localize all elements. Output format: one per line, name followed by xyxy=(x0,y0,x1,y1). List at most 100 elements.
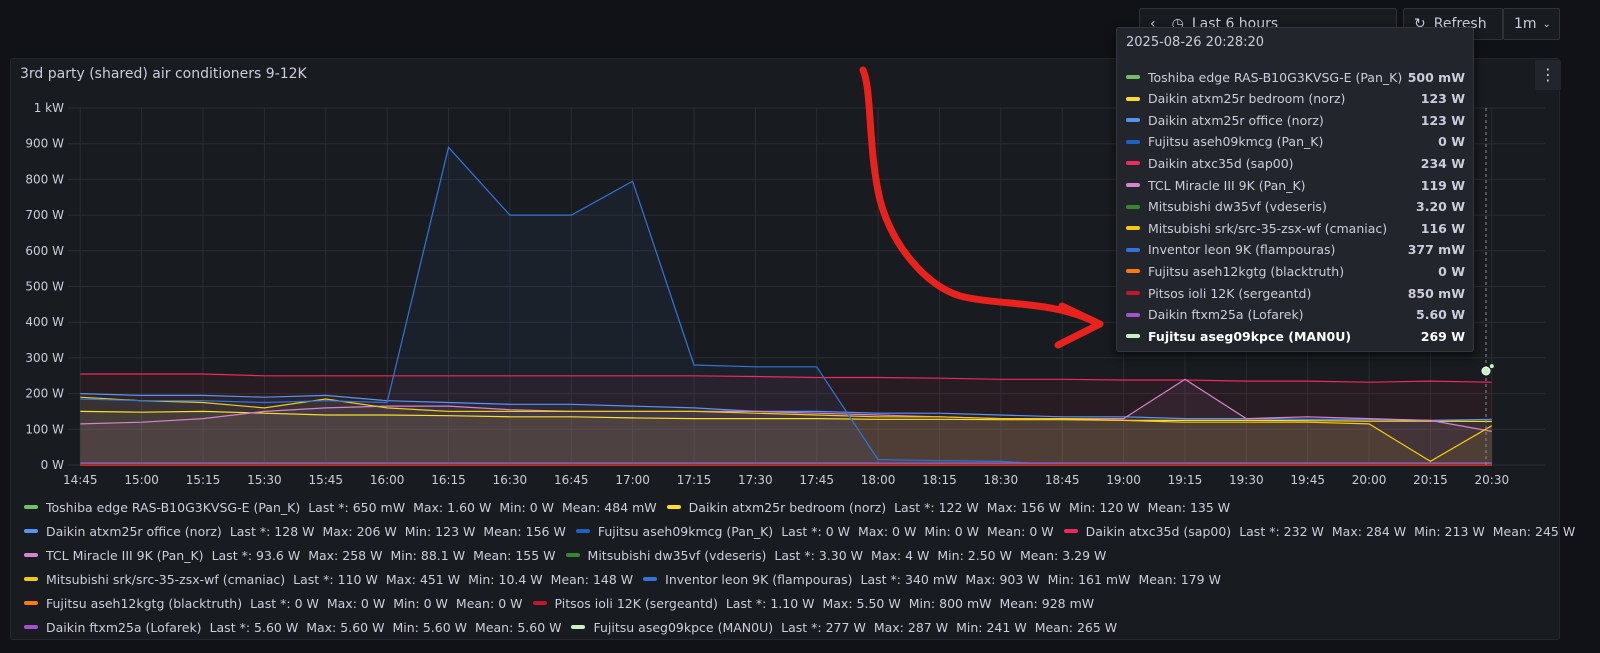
legend-stat-value: 484 mW xyxy=(604,499,657,515)
legend-row: Daikin atxm25r office (norz) Last *: 128 W… xyxy=(24,519,1585,543)
legend-stat-value: 93.6 W xyxy=(256,547,301,563)
legend-stat-value: 340 mW xyxy=(905,571,958,587)
y-tick-label: 100 W xyxy=(25,422,64,436)
chevron: ⌄ xyxy=(1542,18,1551,30)
series-area xyxy=(80,411,1492,465)
legend-stat-label: Mean: xyxy=(475,619,514,635)
legend-stat-value: 232 W xyxy=(1283,523,1324,539)
legend-item[interactable]: Inventor leon 9K (flampouras) Last *: 340 … xyxy=(643,572,1221,587)
legend-name: Pitsos ioli 12K (sergeantd) xyxy=(554,595,718,611)
legend-item[interactable]: Pitsos ioli 12K (sergeantd) Last *: 1.10 W… xyxy=(532,595,1095,611)
legend-name: Daikin ftxm25a (Lofarek) xyxy=(46,619,202,635)
legend-swatch xyxy=(24,505,38,509)
legend-stat-label: Min: xyxy=(956,619,983,635)
legend-item[interactable]: Fujitsu aseg09kpce (MAN0U) Last *: 277 W Ma… xyxy=(571,620,1117,635)
legend-item[interactable]: Daikin atxm25r bedroom (norz) Last *: 122 … xyxy=(666,499,1231,515)
x-tick-label: 20:00 xyxy=(1352,473,1387,487)
legend-row: Fujitsu aseh12kgtg (blacktruth) Last *: 0 … xyxy=(24,591,1585,615)
legend-stat-value: 135 W xyxy=(1189,499,1231,515)
tooltip-row: Pitsos ioli 12K (sergeantd) 850 mW xyxy=(1126,283,1465,303)
legend-stat-label: Min: xyxy=(908,595,936,611)
legend-stat-label: Last *: xyxy=(894,499,935,515)
legend-item[interactable]: Toshiba edge RAS-B10G3KVSG-E (Pan_K) Last… xyxy=(24,500,657,515)
tooltip-row: Fujitsu aseh09kmcg (Pan_K) 0 W xyxy=(1126,132,1465,152)
tooltip-value: 269 W xyxy=(1420,328,1465,344)
legend-stat-label: Max: xyxy=(322,523,353,539)
legend-stat-value: 800 mW xyxy=(939,595,992,611)
lines xyxy=(80,146,1494,466)
legend-stat-value: 88.1 W xyxy=(420,547,466,563)
tooltip-name: Daikin atxm25r bedroom (norz) xyxy=(1148,91,1346,107)
tooltip-name: TCL Miracle III 9K (Pan_K) xyxy=(1148,177,1306,193)
legend-stat-value: 179 W xyxy=(1180,571,1221,587)
legend-stat-label: Mean: xyxy=(550,571,589,587)
legend-stat-label: Min: xyxy=(390,547,417,563)
panel-title: 3rd party (shared) air conditioners 9-12… xyxy=(20,66,307,82)
tooltip-name: Inventor leon 9K (flampouras) xyxy=(1148,242,1336,258)
legend-stat-value: 1.10 W xyxy=(770,595,815,611)
x-tick-label: 14:45 xyxy=(63,473,98,487)
series-area xyxy=(80,147,1492,466)
legend-stat-value: 928 mW xyxy=(1041,595,1095,611)
legend-stat-value: 4 W xyxy=(905,547,930,563)
legend-stat-label: Min: xyxy=(937,547,964,563)
x-tick-label: 18:15 xyxy=(922,473,957,487)
tooltip-name: Mitsubishi srk/src-35-zsx-wf (cmaniac) xyxy=(1148,220,1388,236)
tooltip-value: 116 W xyxy=(1420,220,1465,236)
legend-item[interactable]: Mitsubishi srk/src-35-zsx-wf (cmaniac) La… xyxy=(24,572,633,587)
legend-item[interactable]: Daikin ftxm25a (Lofarek) Last *: 5.60 W Max… xyxy=(24,620,561,635)
series-area xyxy=(80,393,1492,465)
legend-stat-value: 148 W xyxy=(592,571,634,587)
legend-stat-value: 5.60 W xyxy=(422,619,468,635)
hover-point xyxy=(1481,366,1491,376)
legend-swatch xyxy=(24,625,38,629)
tooltip-row: Daikin atxc35d (sap00) 234 W xyxy=(1126,153,1465,173)
legend-stat-label: Min: xyxy=(393,595,420,611)
legend-stat-label: Last *: xyxy=(860,571,902,587)
legend-stat-value: 258 W xyxy=(342,547,383,563)
legend-stat-value: 0 W xyxy=(423,595,448,611)
tooltip-row: Fujitsu aseg09kpce (MAN0U) 269 W xyxy=(1126,326,1465,346)
y-tick-label: 700 W xyxy=(25,208,64,222)
legend-item[interactable]: Fujitsu aseh12kgtg (blacktruth) Last *: 0 … xyxy=(24,596,523,611)
legend-stat-label: Max: xyxy=(986,499,1017,515)
legend-item[interactable]: Daikin atxc35d (sap00) Last *: 232 W Max: 28… xyxy=(1063,523,1575,539)
legend-stat-label: Min: xyxy=(499,499,526,515)
tooltip-swatch xyxy=(1126,204,1140,209)
legend-name: Daikin atxm25r bedroom (norz) xyxy=(688,499,887,515)
legend-stat-value: 3.29 W xyxy=(1062,547,1107,563)
tooltip-row: Daikin atxm25r bedroom (norz) 123 W xyxy=(1126,89,1465,109)
interval-label: 1m xyxy=(1514,16,1537,32)
x-tick-label: 15:00 xyxy=(124,473,159,487)
legend-swatch xyxy=(666,505,681,509)
x-tick-label: 16:45 xyxy=(554,473,589,487)
legend-stat-label: Mean: xyxy=(1034,619,1073,635)
y-tick-label: 200 W xyxy=(25,387,64,401)
tooltip-name: Daikin atxm25r office (norz) xyxy=(1148,112,1324,128)
chart: 0 W 100 W 200 W 300 W 400 W 500 W 600 W 700 W 80… xyxy=(25,101,1545,487)
legend-stat-label: Max: xyxy=(871,547,902,563)
legend-stat-value: 0 W xyxy=(529,499,555,515)
tooltip-row: Daikin atxm25r office (norz) 123 W xyxy=(1126,110,1465,130)
tooltip-swatch xyxy=(1126,139,1140,144)
legend-item[interactable]: Fujitsu aseh09kmcg (Pan_K) Last *: 0 W Max:… xyxy=(575,523,1054,539)
legend-stat-value: 156 W xyxy=(525,523,566,539)
tooltip-name: Daikin atxc35d (sap00) xyxy=(1148,155,1294,171)
panel-menu[interactable]: ⋮ xyxy=(1535,60,1561,90)
x-tick-label: 20:30 xyxy=(1475,473,1510,487)
x-tick-label: 17:00 xyxy=(615,473,650,487)
refresh-interval[interactable]: 1m ⌄ xyxy=(1503,8,1560,40)
grid: 0 W 100 W 200 W 300 W 400 W 500 W 600 W 700 W 80… xyxy=(25,101,1545,487)
legend-swatch xyxy=(24,601,38,605)
series-area xyxy=(80,379,1492,465)
legend-swatch xyxy=(571,625,586,629)
legend-name: Fujitsu aseh09kmcg (Pan_K) xyxy=(597,523,774,539)
legend-item[interactable]: TCL Miracle III 9K (Pan_K) Last *: 93.6 W M… xyxy=(24,548,556,563)
tooltip-name: Pitsos ioli 12K (sergeantd) xyxy=(1148,285,1312,301)
legend-stat-label: Max: xyxy=(413,499,444,515)
legend-stat-label: Min: xyxy=(468,571,495,587)
legend-item[interactable]: Daikin atxm25r office (norz) Last *: 128 W… xyxy=(24,524,566,539)
legend-item[interactable]: Mitsubishi dw35vf (vdeseris) Last *: 3.30 … xyxy=(565,547,1107,563)
y-tick-label: 400 W xyxy=(25,315,64,329)
